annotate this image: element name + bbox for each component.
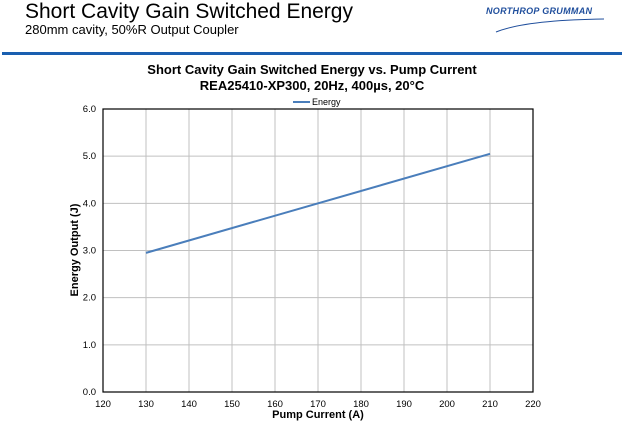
y-tick-label: 2.0: [83, 293, 96, 304]
grid: [102, 108, 534, 393]
logo-swoosh-icon: [495, 18, 605, 33]
x-tick-label: 210: [482, 399, 498, 410]
y-tick-label: 1.0: [83, 340, 96, 351]
x-ticks: 120 130 140 150 160 170 180 190 200 210 220: [95, 399, 541, 410]
y-tick-label: 3.0: [83, 246, 96, 257]
x-tick-label: 220: [525, 399, 541, 410]
series: [145, 152, 491, 254]
x-tick-label: 200: [439, 399, 455, 410]
y-axis-label: Energy Output (J): [69, 203, 81, 296]
company-logo: NORTHROP GRUMMAN: [486, 6, 606, 34]
slide-subtitle: 280mm cavity, 50%R Output Coupler: [25, 22, 239, 37]
y-tick-label: 0.0: [83, 387, 96, 398]
x-tick-label: 130: [138, 399, 154, 410]
y-ticks: 0.0 1.0 2.0 3.0 4.0 5.0 6.0: [83, 104, 96, 398]
x-tick-label: 180: [353, 399, 369, 410]
slide-title: Short Cavity Gain Switched Energy: [25, 0, 353, 23]
y-tick-label: 4.0: [83, 198, 96, 209]
y-tick-label: 5.0: [83, 151, 96, 162]
x-tick-label: 160: [267, 399, 283, 410]
plot-frame: [102, 108, 534, 393]
series-line-energy: [145, 152, 491, 254]
legend-label-energy: Energy: [312, 97, 341, 107]
x-tick-label: 120: [95, 399, 111, 410]
logo-text: NORTHROP GRUMMAN: [486, 6, 593, 16]
x-tick-label: 190: [396, 399, 412, 410]
header-rule: [2, 52, 622, 55]
y-tick-label: 6.0: [83, 104, 96, 115]
x-axis-label: Pump Current (A): [272, 409, 364, 421]
x-tick-label: 170: [310, 399, 326, 410]
x-tick-label: 150: [224, 399, 240, 410]
x-tick-label: 140: [181, 399, 197, 410]
legend: Energy: [293, 97, 341, 107]
chart-subtitle: REA25410-XP300, 20Hz, 400µs, 20°C: [199, 78, 425, 93]
chart-title: Short Cavity Gain Switched Energy vs. Pu…: [147, 62, 477, 77]
